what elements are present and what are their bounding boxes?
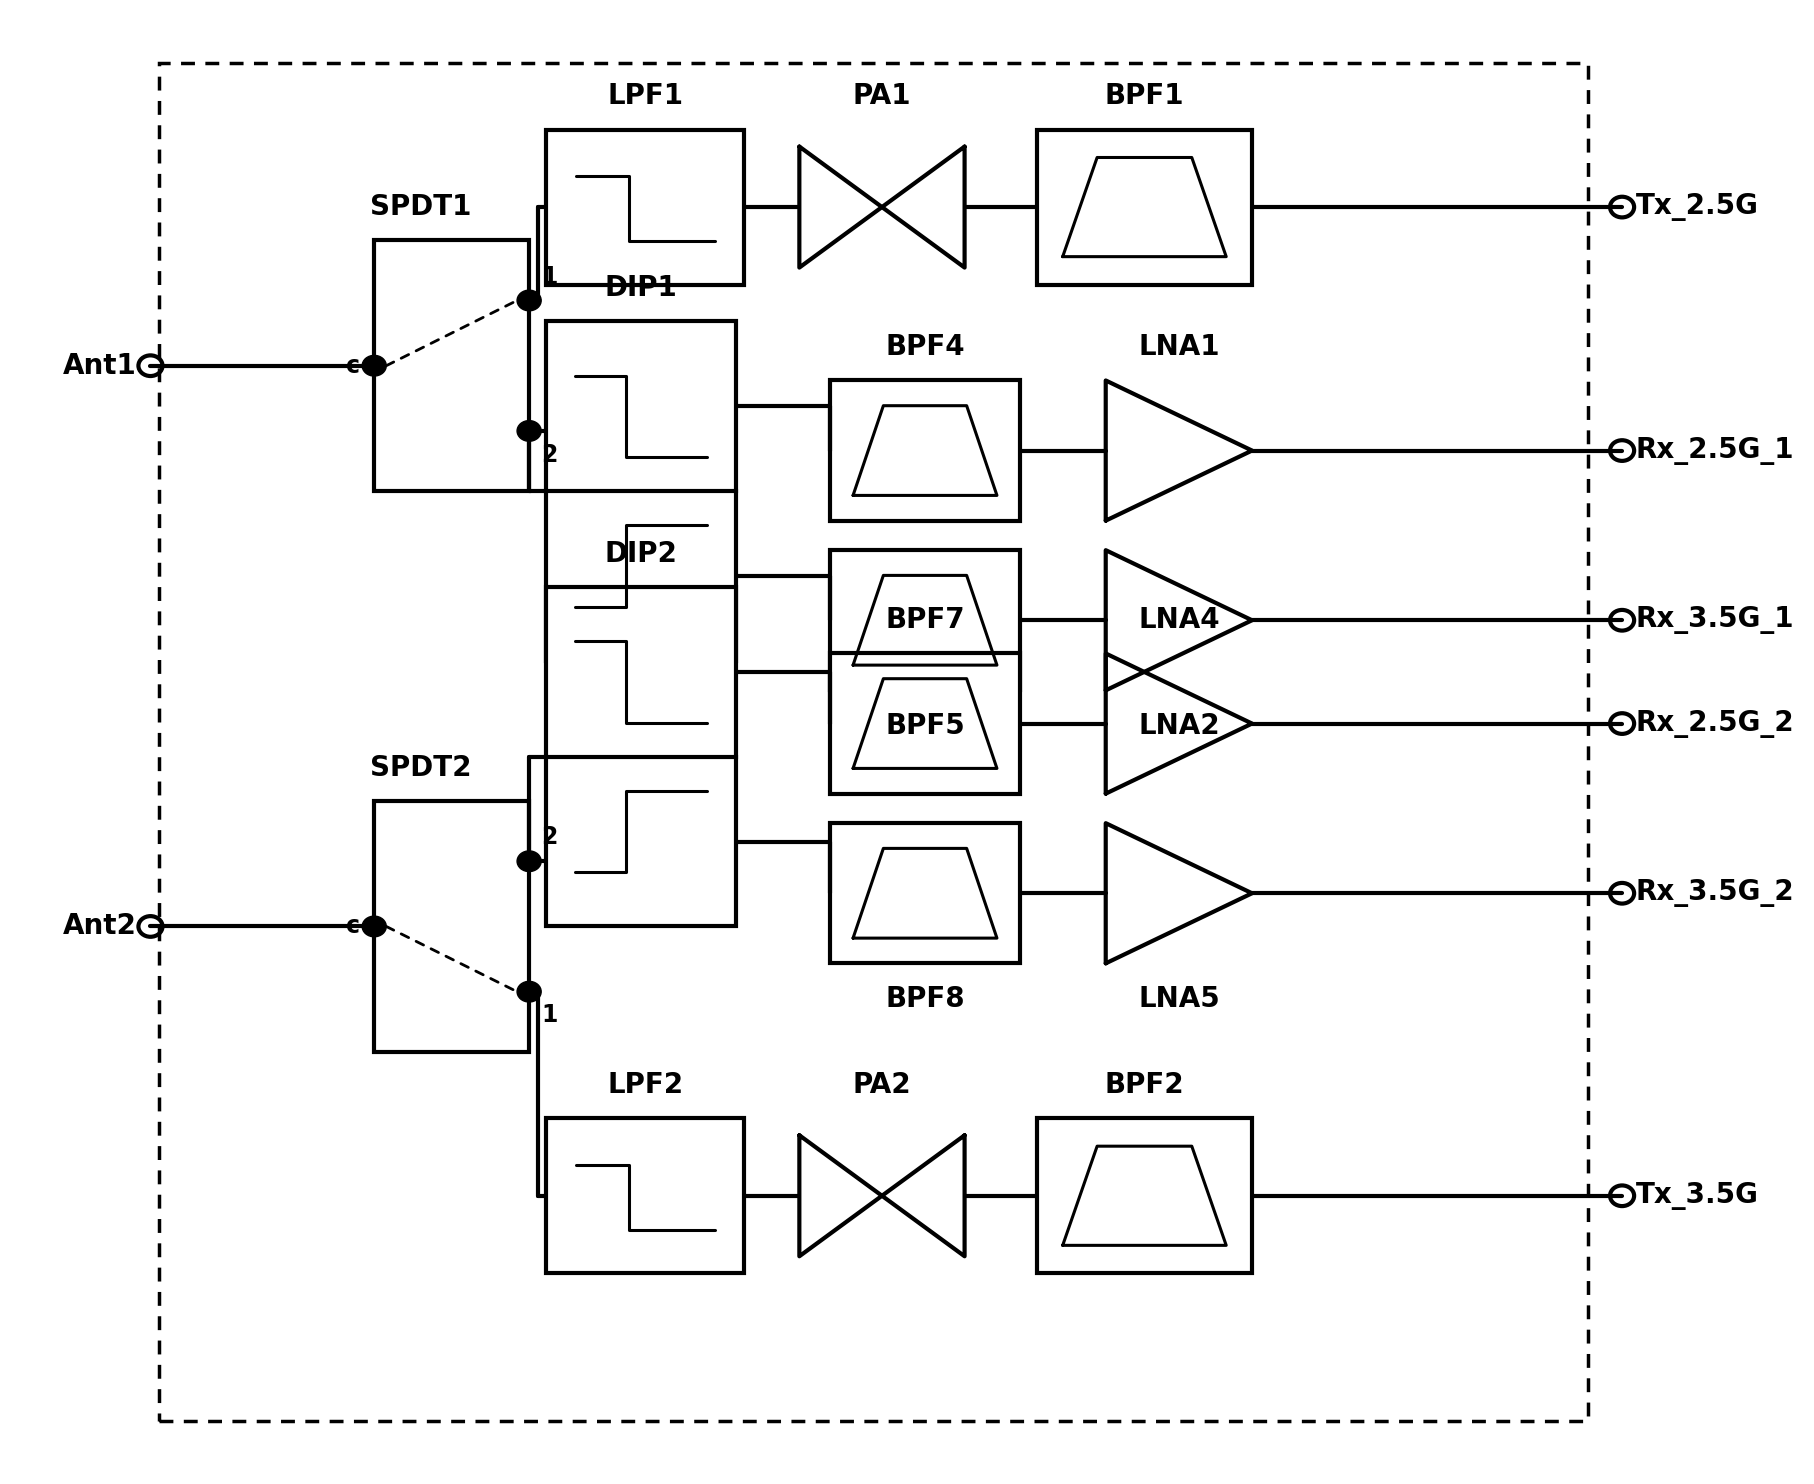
Text: Rx_2.5G_2: Rx_2.5G_2 — [1634, 709, 1794, 738]
Bar — [546, 129, 744, 285]
Text: LNA1: LNA1 — [1137, 334, 1219, 361]
Bar — [829, 653, 1019, 794]
Text: LNA5: LNA5 — [1137, 985, 1219, 1014]
Text: PA2: PA2 — [853, 1071, 911, 1100]
Text: Rx_3.5G_1: Rx_3.5G_1 — [1634, 607, 1794, 634]
Circle shape — [517, 850, 541, 871]
Text: PA1: PA1 — [853, 83, 911, 110]
Bar — [1036, 129, 1252, 285]
Text: BPF4: BPF4 — [885, 334, 965, 361]
Text: Rx_2.5G_1: Rx_2.5G_1 — [1634, 436, 1794, 464]
Text: LPF2: LPF2 — [608, 1071, 684, 1100]
Circle shape — [517, 981, 541, 1002]
Bar — [546, 322, 735, 660]
Circle shape — [363, 355, 386, 375]
Text: BPF5: BPF5 — [885, 712, 965, 741]
Text: SPDT2: SPDT2 — [370, 754, 472, 782]
Text: Ant2: Ant2 — [63, 913, 136, 941]
Bar — [546, 588, 735, 926]
Text: c: c — [346, 353, 361, 378]
Text: Tx_3.5G: Tx_3.5G — [1634, 1181, 1758, 1209]
Text: c: c — [346, 914, 361, 938]
Bar — [829, 824, 1019, 963]
Text: Tx_2.5G: Tx_2.5G — [1634, 193, 1758, 221]
Text: LNA4: LNA4 — [1137, 607, 1219, 634]
Bar — [829, 551, 1019, 690]
Text: BPF2: BPF2 — [1105, 1071, 1183, 1100]
Circle shape — [517, 291, 541, 310]
Text: BPF7: BPF7 — [885, 607, 965, 634]
Circle shape — [363, 916, 386, 936]
Bar — [160, 64, 1587, 1420]
Text: LNA2: LNA2 — [1137, 712, 1219, 741]
Text: 2: 2 — [541, 442, 557, 467]
Bar — [374, 240, 530, 491]
Text: Ant1: Ant1 — [63, 352, 136, 380]
Text: Rx_3.5G_2: Rx_3.5G_2 — [1634, 879, 1794, 907]
Text: BPF8: BPF8 — [885, 985, 965, 1014]
Text: LPF1: LPF1 — [608, 83, 682, 110]
Text: 1: 1 — [541, 264, 557, 289]
Text: 2: 2 — [541, 825, 557, 849]
Bar — [546, 1119, 744, 1273]
Bar — [374, 801, 530, 1052]
Bar — [829, 380, 1019, 521]
Text: SPDT1: SPDT1 — [370, 193, 472, 221]
Bar — [1036, 1119, 1252, 1273]
Text: DIP2: DIP2 — [604, 540, 677, 568]
Text: DIP1: DIP1 — [604, 275, 677, 303]
Text: BPF1: BPF1 — [1105, 83, 1183, 110]
Text: 1: 1 — [541, 1003, 557, 1027]
Circle shape — [517, 420, 541, 441]
